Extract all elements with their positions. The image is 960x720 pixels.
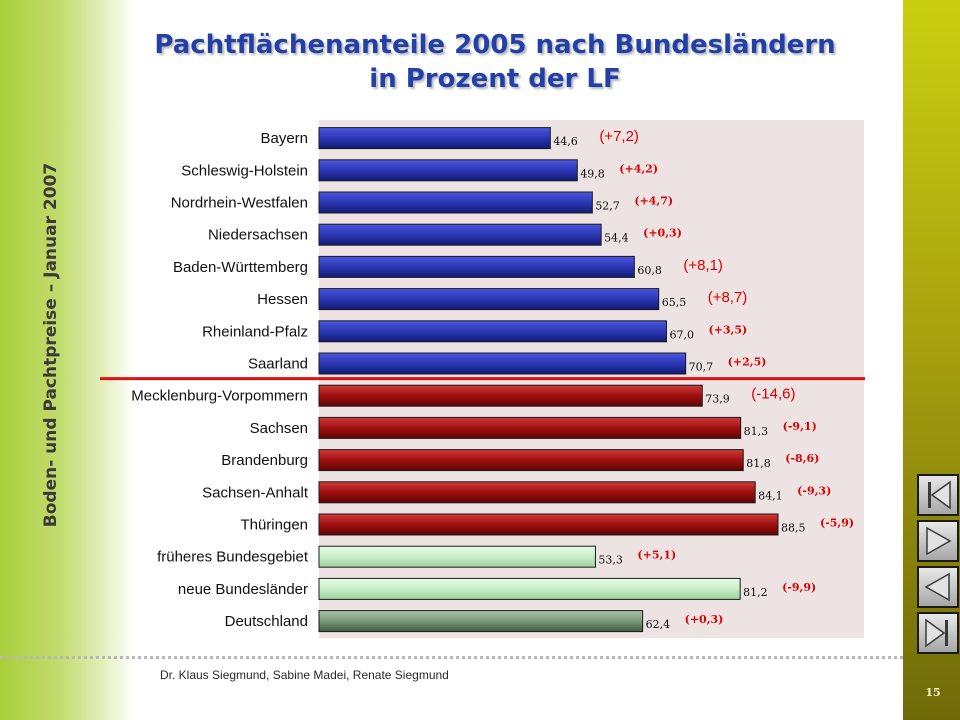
value-label: 70,7 — [689, 361, 714, 374]
value-label: 84,1 — [758, 489, 783, 502]
last-icon — [925, 618, 948, 648]
bar — [318, 191, 593, 214]
change-label: (-14,6) — [751, 386, 795, 403]
change-label: (+7,2) — [599, 128, 639, 145]
value-label: 73,9 — [705, 393, 730, 406]
change-label: (-8,6) — [785, 452, 819, 465]
bar — [318, 320, 667, 343]
footer-dotted-line — [0, 656, 903, 659]
value-label: 81,2 — [743, 586, 768, 599]
bar — [318, 159, 578, 182]
bar — [318, 352, 687, 375]
category-label: Saarland — [248, 356, 308, 373]
change-label: (+0,3) — [643, 227, 682, 240]
slide-title-line-2: in Prozent der LF — [369, 64, 621, 94]
category-label: Rheinland-Pfalz — [202, 323, 308, 340]
bar — [318, 223, 602, 246]
bar — [318, 481, 756, 504]
category-label: Bayern — [260, 130, 308, 147]
previous-slide-button[interactable] — [917, 566, 959, 608]
category-label: Nordrhein-Westfalen — [171, 195, 308, 212]
change-label: (-9,1) — [783, 420, 817, 433]
value-label: 67,0 — [669, 328, 694, 341]
change-label: (+2,5) — [728, 356, 767, 369]
category-label: neue Bundesländer — [178, 581, 308, 598]
category-label: Deutschland — [225, 613, 308, 630]
category-label: Mecklenburg-Vorpommern — [131, 388, 308, 405]
category-label: Brandenburg — [221, 452, 308, 469]
category-label: Niedersachsen — [208, 227, 308, 244]
value-label: 53,3 — [598, 554, 623, 567]
left-gradient-band — [0, 0, 135, 720]
bar-chart: Bayern 44,6 (+7,2) Schleswig-Holstein 49,8 (+… — [100, 120, 865, 639]
slide-title: Pachtflächenanteile 2005 nach Bundesländ… — [145, 28, 845, 96]
category-label: Schleswig-Holstein — [181, 162, 308, 179]
category-label: Hessen — [257, 291, 308, 308]
play-back-icon — [924, 572, 950, 602]
change-label: (+4,7) — [634, 195, 673, 208]
change-label: (+8,1) — [683, 257, 723, 274]
play-forward-icon — [926, 526, 952, 556]
value-label: 62,4 — [646, 618, 671, 631]
change-label: (-9,9) — [782, 581, 816, 594]
bar — [318, 545, 596, 568]
bar — [318, 513, 779, 536]
category-label: Sachsen — [250, 420, 308, 437]
authors-footer: Dr. Klaus Siegmund, Sabine Madei, Renate… — [160, 668, 449, 682]
value-label: 81,8 — [746, 457, 771, 470]
next-slide-button[interactable] — [917, 520, 959, 562]
value-label: 52,7 — [595, 200, 620, 213]
category-label: Sachsen-Anhalt — [202, 484, 309, 501]
page-number: 15 — [925, 686, 941, 699]
bar — [318, 127, 551, 150]
slide-title-line-1: Pachtflächenanteile 2005 nach Bundesländ… — [154, 30, 836, 60]
category-label: Baden-Württemberg — [173, 259, 308, 276]
change-label: (-9,3) — [797, 484, 831, 497]
value-label: 88,5 — [781, 522, 806, 535]
first-icon — [928, 480, 951, 510]
change-label: (+5,1) — [637, 549, 676, 562]
bar — [318, 255, 635, 278]
bar — [318, 384, 703, 407]
change-label: (+8,7) — [708, 289, 748, 306]
last-slide-button[interactable] — [917, 612, 959, 654]
value-label: 49,8 — [580, 167, 605, 180]
change-label: (+0,3) — [685, 613, 724, 626]
change-label: (-5,9) — [820, 517, 854, 530]
value-label: 54,4 — [604, 232, 629, 245]
category-label: Thüringen — [240, 517, 308, 534]
bar — [318, 416, 742, 439]
value-label: 44,6 — [553, 135, 578, 148]
value-label: 81,3 — [744, 425, 769, 438]
bar — [318, 449, 744, 472]
bar — [318, 577, 741, 600]
change-label: (+4,2) — [619, 162, 658, 175]
change-label: (+3,5) — [708, 323, 747, 336]
bar — [318, 610, 644, 633]
value-label: 65,5 — [662, 296, 687, 309]
bar — [318, 288, 660, 311]
first-slide-button[interactable] — [917, 474, 959, 516]
category-label: früheres Bundesgebiet — [157, 549, 309, 566]
value-label: 60,8 — [637, 264, 662, 277]
